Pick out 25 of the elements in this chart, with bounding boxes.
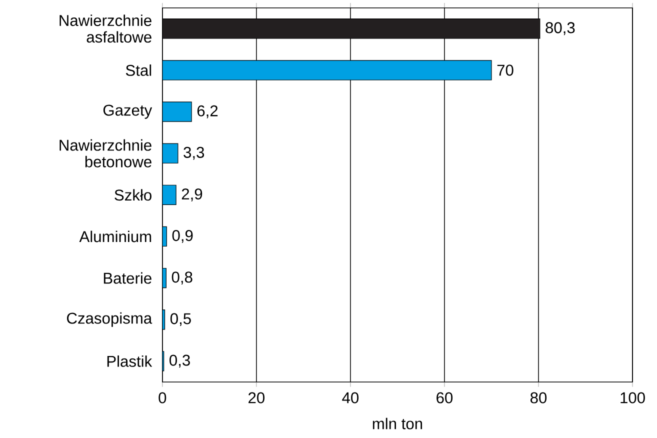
y-tick-label: Stal <box>126 64 152 76</box>
data-label: 3,3 <box>184 147 204 160</box>
x-tick-label: 100 <box>620 392 645 404</box>
data-label: 0,8 <box>172 272 192 285</box>
data-label: 6,2 <box>197 105 218 118</box>
data-label: 0,3 <box>170 354 190 368</box>
y-tick-label: Baterie <box>104 272 152 284</box>
x-axis-title: mln ton <box>372 418 422 430</box>
data-label: 70 <box>497 64 514 76</box>
y-tick-label: Czasopisma <box>67 312 152 327</box>
y-tick-label: Nawierzchnie betonowe <box>60 139 152 168</box>
x-tick-label: 40 <box>342 392 359 404</box>
x-tick-label: 80 <box>530 392 547 404</box>
data-label: 0,5 <box>170 313 191 326</box>
x-tick-label: 60 <box>436 392 453 404</box>
x-tick-label: 0 <box>158 392 166 404</box>
x-tick-label: 20 <box>248 392 264 404</box>
data-label: 0,9 <box>172 230 193 244</box>
data-label: 2,9 <box>182 188 202 202</box>
y-tick-label: Gazety <box>103 104 152 119</box>
y-tick-label: Plastik <box>107 356 152 368</box>
data-label: 80,3 <box>546 22 575 36</box>
y-tick-label: Szkło <box>114 189 152 201</box>
y-tick-label: Aluminium <box>79 230 152 242</box>
y-tick-label: Nawierzchnie asfaltowe <box>60 14 152 43</box>
